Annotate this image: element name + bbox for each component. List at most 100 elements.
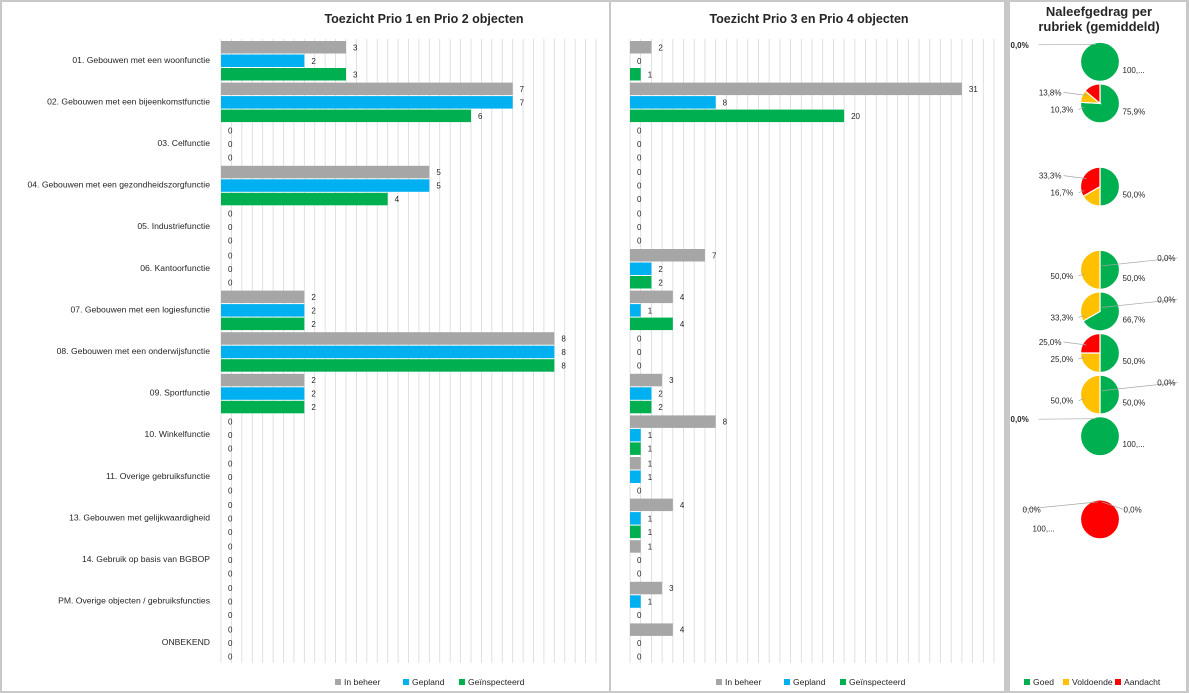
data-label: 0 [637,182,642,191]
data-label: 1 [648,445,653,454]
bar [221,96,513,109]
pie-slice [1079,166,1101,198]
bar [630,304,641,317]
data-label: 0 [637,126,642,135]
bar [630,525,641,539]
bar [630,540,641,553]
bar [630,512,641,525]
data-label: 2 [658,278,663,287]
pie: 0,0% 50,0% 50,0% [1051,249,1178,290]
pie-data-label: 0,0% [1011,415,1029,424]
data-label: 0 [637,334,642,343]
bar [221,332,555,345]
data-label: 0 [228,265,233,274]
bar [221,41,346,54]
category-label: 10. Winkelfunctie [145,429,211,439]
data-label: 1 [648,514,653,523]
bar [221,317,305,331]
data-label: 0 [637,653,642,662]
category-label: 07. Gebouwen met een logiesfunctie [70,304,210,314]
pie-slice [1099,374,1121,415]
pie: 0,0% 100,... [1011,415,1145,457]
pie-data-label: 0,0% [1124,505,1142,514]
data-label: 1 [648,459,653,468]
category-label: 03. Celfunctie [157,138,210,148]
pie-data-label: 66,7% [1123,315,1146,324]
leader-line [1078,107,1085,110]
category-label: 13. Gebouwen met gelijkwaardigheid [69,512,210,522]
data-label: 8 [723,98,728,107]
pie: 0,0% 100,... [1011,41,1145,82]
leader-line [1078,356,1085,360]
data-label: 0 [637,361,642,370]
legend-label: Goed [1033,677,1054,687]
pie-data-label: 50,0% [1123,399,1146,408]
legend-swatch [335,679,341,685]
data-label: 0 [637,195,642,204]
bar [630,262,652,275]
data-label: 2 [311,376,316,385]
bar [630,290,673,304]
pie-slice [1084,83,1101,105]
data-label: 2 [311,306,316,315]
data-label: 8 [561,334,566,343]
pie: 33,3% 16,7% 50,0% [1039,166,1145,207]
leader-line [1063,175,1087,179]
data-label: 0 [228,126,233,135]
leader-line [1063,92,1087,96]
bar-chart-1: Toezicht Prio 1 en Prio 2 objecten 01. Ge… [27,12,597,687]
bar [630,109,845,123]
pie-slice [1079,249,1101,290]
pie-slice [1079,374,1101,415]
data-label: 6 [478,112,483,121]
data-label: 3 [353,70,358,79]
category-label: 14. Gebruik op basis van BGBOP [82,554,210,564]
data-label: 4 [680,293,685,302]
pie-slice [1079,41,1121,82]
data-label: 0 [228,542,233,551]
data-label: 4 [680,320,685,329]
data-label: 8 [723,418,728,427]
legend-swatch [1115,679,1121,685]
bar [221,373,305,387]
data-label: 0 [228,639,233,648]
bar [630,470,641,483]
data-label: 0 [637,639,642,648]
pie-data-label: 33,3% [1051,313,1074,322]
data-label: 7 [712,251,717,260]
legend-swatch [716,679,722,685]
data-label: 2 [658,390,663,399]
data-label: 1 [648,306,653,315]
category-label: 08. Gebouwen met een onderwijsfunctie [57,346,211,356]
data-label: 0 [228,418,233,427]
leader-line [1101,257,1178,267]
leader-line [1078,190,1085,193]
data-label: 3 [669,376,674,385]
data-label: 0 [637,237,642,246]
pie-data-label: 50,0% [1123,357,1146,366]
data-label: 2 [658,265,663,274]
pie-data-label: 50,0% [1051,397,1074,406]
pie: 0,0% 0,0% 100,... [1022,499,1142,540]
data-label: 0 [637,611,642,620]
pie-data-label: 13,8% [1039,88,1062,97]
bar [630,68,641,81]
data-label: 0 [228,501,233,510]
data-label: 0 [228,584,233,593]
data-label: 4 [680,626,685,635]
leader-line [1022,501,1099,510]
bar [630,400,652,414]
data-label: 0 [228,278,233,287]
bar [221,68,346,81]
bar [221,290,305,304]
pie-slice [1082,291,1121,332]
data-label: 1 [648,473,653,482]
bar-chart-2: Toezicht Prio 3 en Prio 4 objecten231000… [629,12,995,687]
bar [221,109,471,123]
pie: 33,3% 0,0% 66,7% [1051,291,1178,332]
legend-swatch [1063,679,1069,685]
data-label: 0 [637,569,642,578]
bar [630,498,673,512]
bar [630,276,652,289]
pie: 25,0% 25,0% 50,0% [1039,332,1146,374]
